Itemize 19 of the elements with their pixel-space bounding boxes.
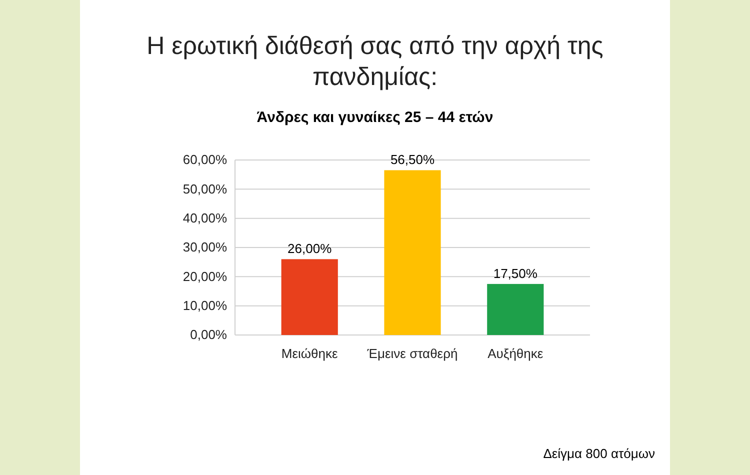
x-tick-label: Αυξήθηκε bbox=[488, 346, 544, 362]
data-label: 26,00% bbox=[288, 241, 332, 256]
data-label: 56,50% bbox=[390, 152, 435, 168]
text: Δείγμα 800 ατόμων bbox=[543, 446, 655, 461]
chart-subtitle: Άνδρες και γυναίκες 25 – 44 ετών bbox=[256, 109, 494, 126]
y-tick-label: 30,00% bbox=[182, 240, 228, 255]
y-tick-label: 20,00% bbox=[182, 268, 228, 284]
y-tick-label: 50,00% bbox=[182, 181, 228, 196]
y-tick-label: 40,00% bbox=[182, 210, 228, 226]
x-tick-label: Έμεινε σταθερή bbox=[366, 346, 458, 362]
chart-title: Η ερωτική διάθεσή σας από την αρχή της πανδημίας: bbox=[146, 32, 604, 91]
y-tick-label: 10,00% bbox=[182, 298, 228, 313]
y-tick-label: 0,00% bbox=[190, 327, 228, 342]
bar bbox=[384, 170, 441, 335]
x-tick-label: Μειώθηκε bbox=[281, 346, 338, 362]
y-tick-label: 60,00% bbox=[182, 152, 228, 168]
bar bbox=[487, 284, 544, 335]
bar bbox=[281, 259, 338, 335]
data-label: 17,50% bbox=[493, 266, 538, 281]
